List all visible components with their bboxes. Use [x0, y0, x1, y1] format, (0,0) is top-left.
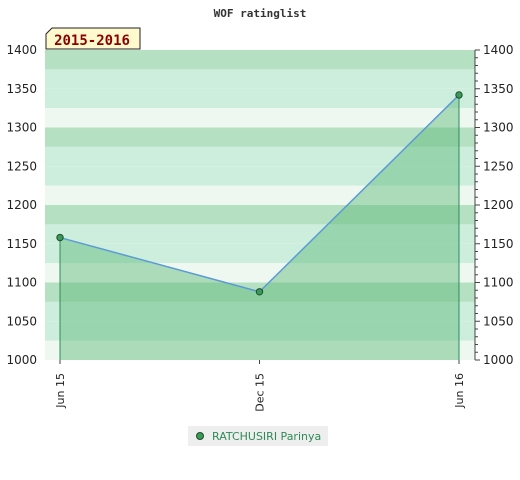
data-point	[56, 233, 64, 242]
y-tick-label-right: 1150	[483, 237, 514, 251]
period-badge-label: 2015-2016	[54, 33, 130, 49]
y-tick-label-left: 1250	[6, 159, 37, 173]
period-badge-box	[45, 27, 141, 50]
legend-marker	[196, 432, 204, 440]
background-band	[45, 108, 475, 128]
y-tick-label-left: 1300	[6, 121, 37, 135]
y-tick-label-left: 1400	[6, 43, 37, 57]
y-tick-label-left: 1150	[6, 237, 37, 251]
y-tick-label-right: 1300	[483, 121, 514, 135]
x-axis: Jun 15 Dec 15 Jun 16	[54, 360, 466, 412]
data-point	[255, 288, 264, 296]
background-band	[45, 224, 475, 244]
series-area	[60, 94, 459, 360]
y-axis-left: 1000 1050 1100 1150 1200 1250 1300 1350 1400	[6, 43, 37, 367]
background-band	[45, 321, 475, 341]
background-band	[45, 340, 475, 360]
data-point	[455, 91, 463, 99]
chart-title: WOF ratinglist	[214, 7, 307, 20]
background-band	[45, 185, 475, 205]
background-band	[45, 243, 475, 264]
background-band	[45, 205, 475, 225]
background-band	[45, 166, 475, 186]
y-tick-label-right: 1200	[483, 198, 514, 212]
background-band	[45, 146, 475, 167]
background-band	[45, 301, 475, 322]
background-band	[45, 263, 475, 283]
y-tick-label-left: 1050	[6, 314, 37, 328]
y-axis-right: 1000 1050 1100 1150 1200 1250 1300 1350 1400	[474, 43, 514, 367]
x-tick-label: Dec 15	[254, 373, 267, 412]
period-badge: 2015-2016	[45, 27, 141, 50]
background-band	[45, 69, 475, 89]
y-tick-label-left: 1200	[6, 198, 37, 212]
y-tick-label-right: 1050	[483, 314, 514, 328]
y-tick-label-right: 1400	[483, 43, 514, 57]
y-tick-label-right: 1350	[483, 82, 514, 96]
data-markers	[56, 91, 463, 296]
y-tick-label-right: 1000	[483, 353, 514, 367]
y-tick-label-right: 1250	[483, 159, 514, 173]
background-band	[45, 50, 475, 70]
background-band	[45, 127, 475, 147]
y-tick-label-left: 1350	[6, 82, 37, 96]
y-tick-label-left: 1100	[6, 276, 37, 290]
y-tick-label-left: 1000	[6, 353, 37, 367]
legend: RATCHUSIRI Parinya	[188, 426, 329, 446]
background-band	[45, 88, 475, 109]
y-tick-label-right: 1100	[483, 276, 514, 290]
x-tick-label: Jun 16	[453, 373, 466, 409]
x-tick-label: Jun 15	[54, 373, 67, 409]
legend-series-label: RATCHUSIRI Parinya	[212, 429, 322, 443]
